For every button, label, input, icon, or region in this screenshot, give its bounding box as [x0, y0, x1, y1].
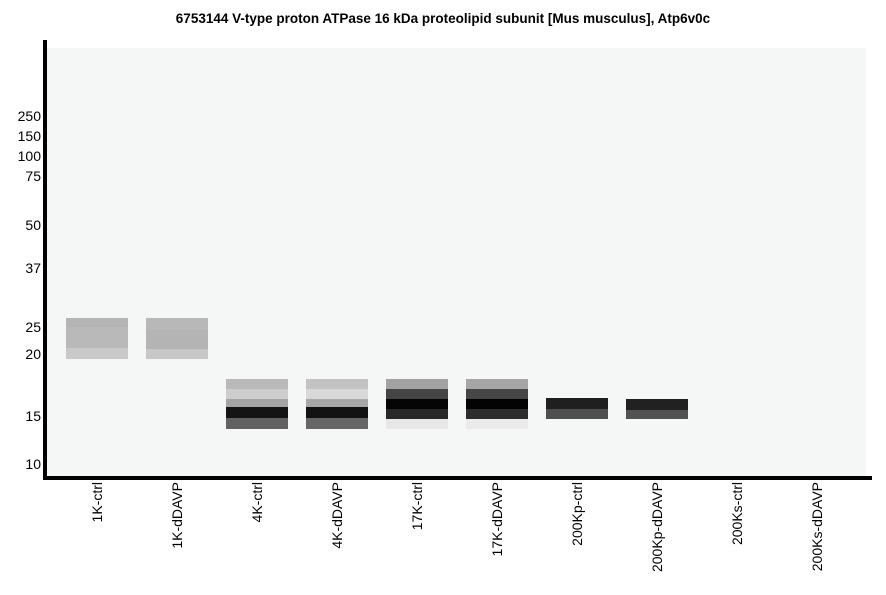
- band-stripe: [466, 419, 528, 429]
- band-stripe: [466, 389, 528, 399]
- band-stripe: [306, 389, 368, 399]
- x-axis-label: 17K-dDAVP: [489, 482, 505, 557]
- y-axis-tick-label: 20: [25, 346, 41, 362]
- band-stripe: [226, 399, 288, 407]
- x-axis-line: [43, 476, 872, 480]
- band-stripe: [306, 418, 368, 429]
- x-axis-label: 17K-ctrl: [409, 482, 425, 531]
- band-stripe: [546, 409, 608, 419]
- x-axis-label: 200Ks-dDAVP: [809, 482, 825, 572]
- band-stripe: [66, 318, 128, 327]
- y-axis-tick-label: 15: [25, 408, 41, 424]
- x-axis-label: 1K-ctrl: [89, 482, 105, 523]
- band-stripe: [146, 318, 208, 330]
- x-axis-label: 200Ks-ctrl: [729, 482, 745, 546]
- x-axis-label: 200Kp-dDAVP: [649, 482, 665, 573]
- y-axis-tick-label: 100: [17, 148, 41, 164]
- band-stripe: [626, 410, 688, 419]
- y-axis-tick-label: 150: [17, 128, 41, 144]
- band-stripe: [306, 399, 368, 407]
- x-axis-label: 4K-dDAVP: [329, 482, 345, 549]
- x-axis-label: 4K-ctrl: [249, 482, 265, 523]
- y-axis-tick-label: 10: [25, 456, 41, 472]
- band-stripe: [226, 389, 288, 399]
- band-stripe: [386, 409, 448, 419]
- band-stripe: [226, 379, 288, 389]
- y-axis-tick-label: 250: [17, 108, 41, 124]
- y-axis-tick-label: 37: [25, 260, 41, 276]
- band-stripe: [386, 419, 448, 429]
- band-stripe: [306, 407, 368, 418]
- band-stripe: [226, 407, 288, 418]
- band-stripe: [306, 379, 368, 389]
- band-stripe: [146, 349, 208, 359]
- band-stripe: [146, 330, 208, 349]
- band-stripe: [386, 389, 448, 399]
- y-axis-tick-label: 25: [25, 319, 41, 335]
- band-stripe: [226, 418, 288, 429]
- y-axis-tick-label: 50: [25, 217, 41, 233]
- y-axis-tick-label: 75: [25, 168, 41, 184]
- x-axis-label: 200Kp-ctrl: [569, 482, 585, 546]
- plot-area: [47, 48, 866, 476]
- band-stripe: [66, 348, 128, 359]
- y-axis-line: [43, 40, 47, 480]
- band-stripe: [386, 379, 448, 389]
- band-stripe: [66, 327, 128, 348]
- band-stripe: [626, 399, 688, 410]
- band-stripe: [546, 398, 608, 409]
- band-stripe: [466, 379, 528, 389]
- x-axis-label: 1K-dDAVP: [169, 482, 185, 549]
- band-stripe: [386, 399, 448, 409]
- chart-title: 6753144 V-type proton ATPase 16 kDa prot…: [175, 11, 711, 26]
- band-stripe: [466, 399, 528, 409]
- band-stripe: [466, 409, 528, 419]
